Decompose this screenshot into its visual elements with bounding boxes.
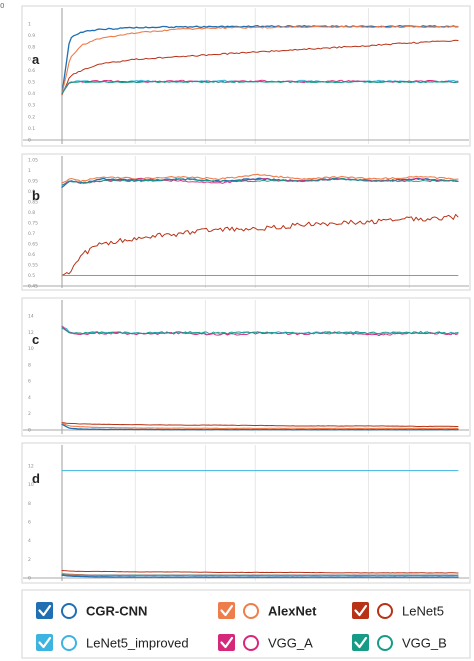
legend-item-alexnet[interactable]: AlexNet <box>218 602 317 619</box>
panel-a-tick-label: 0.4 <box>28 91 35 97</box>
series-circle-icon <box>61 635 77 651</box>
panel-b-tick-label: 0.5 <box>28 273 35 279</box>
panel-b-tick-label: 1.05 <box>28 158 38 164</box>
panel-c-tick-label: 4 <box>28 395 31 401</box>
series-line-cgr-cnn <box>61 574 459 578</box>
legend-label: VGG_B <box>402 636 447 651</box>
panel-d: 12 10 8 6 4 2 0 d <box>21 442 471 584</box>
panel-c-tick-label: 2 <box>28 411 31 417</box>
panel-c-tick-label: 12 <box>28 330 34 336</box>
panel-d-tick-label: 12 <box>28 464 34 470</box>
panel-d-letter: d <box>32 471 40 486</box>
panel-a-tick-label: 0.7 <box>28 56 35 62</box>
checkmark-icon <box>354 636 368 649</box>
panel-b-tick-label: 0.8 <box>28 210 35 216</box>
panel-b-tick-label: 0.45 <box>28 284 38 290</box>
panel-d-tick-label: 10 <box>28 482 34 488</box>
panel-b-frame <box>21 153 471 291</box>
panel-b-tick-label: 0.75 <box>28 221 38 227</box>
panel-a-tick-label: 0.3 <box>28 103 35 109</box>
panel-b-tick-label: 0.7 <box>28 231 35 237</box>
panel-a-tick-label: 0.5 <box>28 80 35 86</box>
panel-b-tick-label: 1 <box>28 168 31 174</box>
panel-a-tick-label: 0 <box>28 138 31 144</box>
panel-b-tick-label: 0.65 <box>28 242 38 248</box>
series-line-alexnet <box>61 422 459 430</box>
legend-item-cgr-cnn[interactable]: CGR-CNN <box>36 602 147 619</box>
series-line-vgg-a <box>61 177 459 186</box>
legend-label: AlexNet <box>268 604 317 619</box>
panel-b-tick-label: 0.9 <box>28 189 35 195</box>
legend-label: LeNet5 <box>402 604 444 619</box>
panel-d-tick-label: 0 <box>28 576 31 582</box>
panel-a-tick-label: 0.8 <box>28 45 35 51</box>
panel-c-tick-label: 0 <box>28 428 31 434</box>
series-line-vgg-b <box>61 574 459 576</box>
legend: CGR-CNN AlexNet LeNet5 LeNet5_improved VGG_A… <box>21 589 471 659</box>
panel-a-tick-label: 0.9 <box>28 33 35 39</box>
panel-d-tick-label: 4 <box>28 538 31 544</box>
legend-label: VGG_A <box>268 636 313 651</box>
panel-c-frame <box>21 297 471 437</box>
legend-label: LeNet5_improved <box>86 636 189 651</box>
series-line-vgg-b <box>61 177 459 186</box>
series-line-vgg-b <box>61 327 459 335</box>
series-line-vgg-b <box>61 80 459 95</box>
panel-b-tick-label: 0.55 <box>28 263 38 269</box>
panel-c-tick-label: 6 <box>28 379 31 385</box>
panel-a-tick-label: 0.2 <box>28 114 35 120</box>
panel-b-tick-label: 0.6 <box>28 252 35 258</box>
panel-d-frame <box>21 442 471 584</box>
panel-a-tick-label: 1 <box>28 22 31 28</box>
checkmark-icon <box>220 604 234 617</box>
checkmark-icon <box>38 636 52 649</box>
chart-panels: 1 0.9 0.8 0.7 0.6 0.5 0.4 0.3 0.2 0.1 0 a 1.05 1 0.95 0… <box>21 5 471 584</box>
series-line-lenet5 <box>61 39 459 96</box>
panel-c-tick-label: 10 <box>28 346 34 352</box>
panel-b-tick-label: 0.85 <box>28 200 38 206</box>
series-circle-icon <box>243 603 259 619</box>
series-circle-icon <box>243 635 259 651</box>
panel-d-tick-label: 8 <box>28 501 31 507</box>
legend-item-lenet5-improved[interactable]: LeNet5_improved <box>36 634 189 651</box>
legend-item-vgg-a[interactable]: VGG_A <box>218 634 313 651</box>
panel-c-tick-label: 8 <box>28 362 31 368</box>
panel-b: 1.05 1 0.95 0.9 0.85 0.8 0.75 0.7 0.65 0.6 0.55 0.5… <box>21 153 471 291</box>
checkmark-icon <box>354 604 368 617</box>
series-line-cgr-cnn <box>61 423 459 431</box>
panel-b-tick-label: 0.95 <box>28 179 38 185</box>
series-circle-icon <box>377 603 393 619</box>
panel-a-tick-label: 0.6 <box>28 68 35 74</box>
panel-a-letter: a <box>32 52 40 67</box>
series-line-lenet5 <box>61 213 459 276</box>
series-circle-icon <box>61 603 77 619</box>
series-line-alexnet <box>61 173 459 184</box>
legend-label: CGR-CNN <box>86 604 147 619</box>
checkmark-icon <box>220 636 234 649</box>
checkmark-icon <box>38 604 52 617</box>
panel-c-letter: c <box>32 332 39 347</box>
series-line-alexnet <box>61 25 459 95</box>
panel-a: 1 0.9 0.8 0.7 0.6 0.5 0.4 0.3 0.2 0.1 0 a <box>21 5 471 147</box>
panel-b-letter: b <box>32 188 40 203</box>
panel-d-tick-label: 2 <box>28 557 31 563</box>
series-line-lenet5 <box>61 570 459 574</box>
top-left-mark: 0 <box>0 2 4 10</box>
series-circle-icon <box>377 635 393 651</box>
legend-item-lenet5[interactable]: LeNet5 <box>352 602 444 619</box>
panel-c: 14 12 10 8 6 4 2 0 c <box>21 297 471 437</box>
series-line-lenet5 <box>61 422 459 427</box>
panel-a-tick-label: 0.1 <box>28 126 35 132</box>
panel-d-tick-label: 6 <box>28 520 31 526</box>
panel-c-tick-label: 14 <box>28 314 34 320</box>
legend-item-vgg-b[interactable]: VGG_B <box>352 634 447 651</box>
